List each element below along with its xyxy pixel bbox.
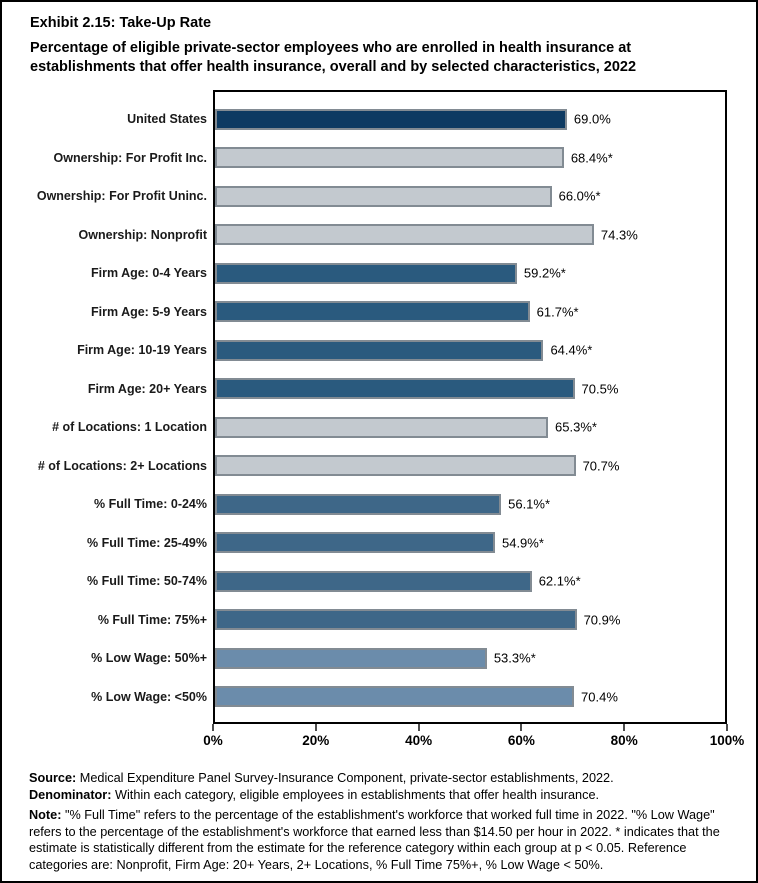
category-label: Ownership: Nonprofit	[78, 227, 207, 242]
category-label: Firm Age: 5-9 Years	[90, 304, 207, 319]
value-label: 68.4%*	[570, 150, 613, 166]
x-tick	[314, 724, 317, 731]
chart-row: Firm Age: 20+ Years 70.5%	[88, 370, 725, 409]
category-label: % Low Wage: <50%	[91, 689, 207, 704]
bar	[215, 185, 552, 207]
x-tick	[520, 724, 523, 731]
note-label: Note:	[29, 808, 62, 822]
x-tick-label: 0%	[203, 733, 223, 748]
denominator-label: Denominator:	[29, 787, 112, 802]
chart-row: Firm Age: 5-9 Years 61.7%*	[91, 293, 725, 332]
category-label: Firm Age: 0-4 Years	[90, 266, 207, 281]
x-tick-label: 60%	[507, 733, 535, 748]
chart-row: Ownership: For Profit Inc. 68.4%*	[54, 139, 725, 178]
footer-note: Note: "% Full Time" refers to the percen…	[29, 807, 745, 873]
footer-denominator: Denominator: Within each category, eligi…	[29, 787, 745, 804]
value-label: 64.4%*	[550, 342, 593, 358]
x-tick	[417, 724, 420, 731]
bar	[215, 416, 549, 438]
value-label: 54.9%*	[501, 535, 544, 551]
value-label: 56.1%*	[508, 496, 551, 512]
value-label: 70.4%	[581, 689, 618, 705]
chart-row: Ownership: Nonprofit 74.3%	[79, 216, 725, 255]
bar	[215, 570, 532, 592]
chart-row: # of Locations: 1 Location 65.3%*	[52, 408, 725, 447]
source-text: Medical Expenditure Panel Survey-Insuran…	[76, 771, 614, 785]
bar	[215, 455, 576, 477]
value-label: 70.7%	[582, 458, 620, 474]
category-label: % Full Time: 75%+	[97, 612, 207, 627]
category-label: # of Locations: 1 Location	[52, 420, 207, 435]
plot-area: United States 69.0% Ownership: For Profit …	[37, 90, 727, 724]
x-tick-label: 100%	[709, 733, 745, 748]
value-label: 62.1%*	[538, 573, 581, 589]
bar	[215, 301, 530, 323]
bar	[215, 378, 575, 400]
category-label: # of Locations: 2+ Locations	[37, 458, 207, 473]
category-label: United States	[127, 112, 207, 127]
bar	[215, 224, 594, 246]
x-tick	[623, 724, 626, 731]
x-axis: 0% 20% 40% 60% 80% 100%	[203, 724, 744, 760]
page-subtitle: Percentage of eligible private-sector em…	[30, 40, 637, 75]
category-label: Firm Age: 20+ Years	[87, 381, 207, 396]
chart-row: % Full Time: 25-49% 54.9%*	[87, 524, 725, 563]
category-label: % Full Time: 25-49%	[87, 535, 207, 550]
chart-row: Firm Age: 10-19 Years 64.4%*	[77, 331, 725, 370]
value-label: 70.9%	[583, 612, 621, 628]
x-tick-label: 20%	[302, 733, 330, 748]
bar	[215, 609, 577, 631]
bar	[215, 532, 495, 554]
chart-row: % Low Wage: 50%+ 53.3%*	[91, 639, 725, 678]
category-label: Ownership: For Profit Inc.	[53, 150, 207, 165]
x-tick	[726, 724, 728, 731]
bar	[215, 339, 544, 361]
page-title: Exhibit 2.15: Take-Up Rate	[30, 15, 212, 31]
x-tick-label: 40%	[405, 733, 433, 748]
bar	[215, 108, 567, 130]
bar	[215, 262, 517, 284]
value-label: 59.2%*	[523, 265, 566, 281]
chart-row: # of Locations: 2+ Locations 70.7%	[38, 447, 725, 486]
value-label: 66.0%*	[558, 188, 601, 204]
x-tick	[212, 724, 214, 731]
value-label: 70.5%	[581, 381, 619, 397]
footer: Source: Medical Expenditure Panel Survey…	[29, 770, 745, 873]
chart-row: Ownership: For Profit Uninc. 66.0%*	[37, 177, 725, 216]
value-label: 61.7%*	[536, 304, 579, 320]
category-label: % Low Wage: 50%+	[91, 651, 207, 666]
category-label: % Full Time: 50-74%	[87, 574, 207, 589]
value-label: 74.3%	[600, 227, 638, 243]
bar	[215, 686, 575, 708]
value-label: 65.3%*	[555, 419, 597, 435]
bar	[215, 493, 502, 515]
chart-row: Firm Age: 0-4 Years 59.2%*	[91, 254, 725, 293]
category-label: Ownership: For Profit Uninc.	[36, 189, 207, 204]
chart-row: % Full Time: 75%+ 70.9%	[98, 601, 725, 640]
footer-source: Source: Medical Expenditure Panel Survey…	[29, 770, 745, 787]
chart-row: United States 69.0%	[127, 100, 725, 139]
denominator-text: Within each category, eligible employees…	[111, 787, 600, 802]
source-label: Source:	[29, 771, 77, 785]
chart-row: % Full Time: 50-74% 62.1%*	[87, 562, 725, 601]
bar	[215, 147, 564, 169]
note-text: "% Full Time" refers to the percentage o…	[29, 808, 720, 872]
x-tick-label: 80%	[610, 733, 638, 748]
category-label: % Full Time: 0-24%	[94, 497, 207, 512]
bar	[215, 647, 487, 669]
chart-row: % Low Wage: <50% 70.4%	[91, 678, 725, 717]
chart-header: Exhibit 2.15: Take-Up Rate Percentage of…	[30, 13, 724, 77]
value-label: 69.0%	[573, 111, 611, 127]
category-label: Firm Age: 10-19 Years	[77, 343, 207, 358]
chart-row: % Full Time: 0-24% 56.1%*	[94, 485, 725, 524]
value-label: 53.3%*	[493, 650, 536, 666]
